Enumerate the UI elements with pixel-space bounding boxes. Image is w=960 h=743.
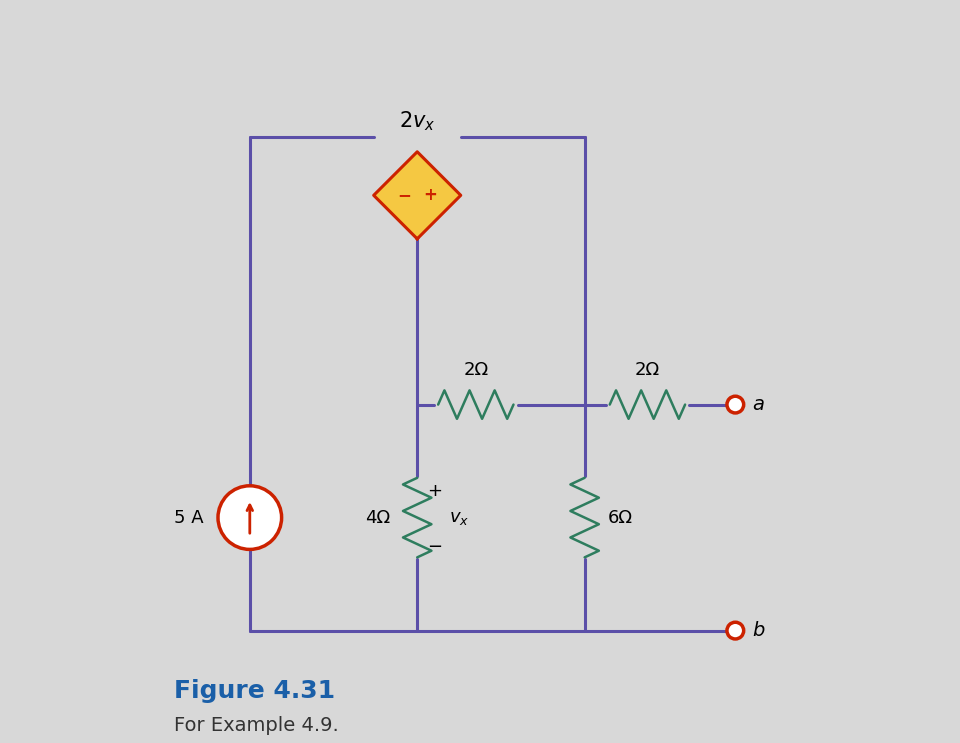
Text: −: −: [396, 186, 411, 204]
Text: −: −: [427, 538, 443, 556]
Polygon shape: [373, 152, 461, 239]
Text: 2Ω: 2Ω: [635, 362, 660, 380]
Text: 2Ω: 2Ω: [464, 362, 489, 380]
Text: 6Ω: 6Ω: [608, 509, 633, 527]
Circle shape: [218, 486, 281, 549]
Text: a: a: [752, 395, 764, 414]
Text: +: +: [423, 186, 438, 204]
Text: 5 A: 5 A: [174, 509, 204, 527]
Text: For Example 4.9.: For Example 4.9.: [175, 716, 339, 735]
Text: b: b: [752, 621, 764, 640]
Circle shape: [727, 622, 744, 639]
Text: +: +: [427, 481, 443, 500]
Circle shape: [727, 396, 744, 413]
Text: $2v_x$: $2v_x$: [399, 110, 436, 133]
Text: 4Ω: 4Ω: [366, 509, 391, 527]
Text: $v_x$: $v_x$: [449, 509, 469, 527]
Text: Figure 4.31: Figure 4.31: [175, 679, 336, 703]
